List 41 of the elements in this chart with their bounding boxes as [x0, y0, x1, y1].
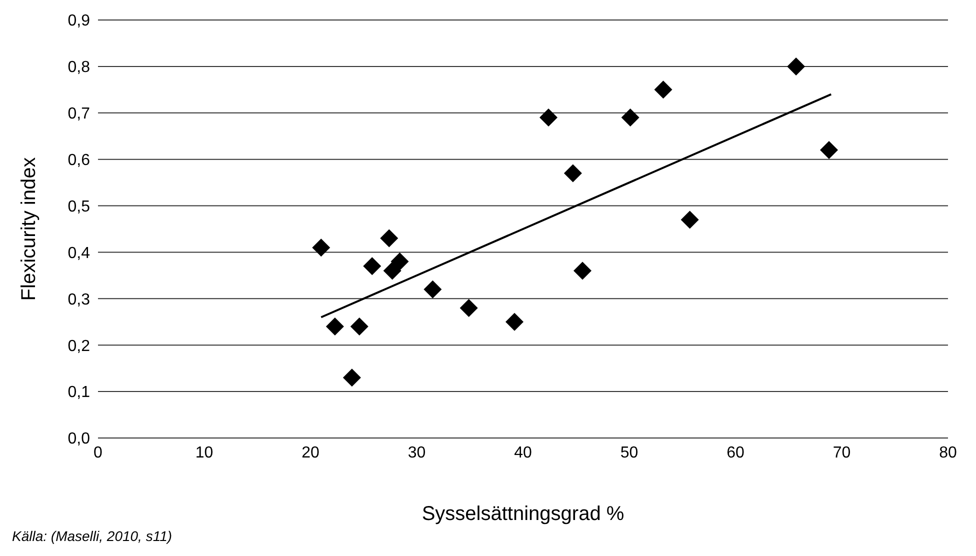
y-tick-label: 0,0 [68, 430, 90, 448]
y-tick-label: 0,6 [68, 152, 90, 170]
point [506, 312, 524, 331]
x-tick-label: 60 [726, 444, 744, 462]
y-tick-label: 0,5 [68, 198, 90, 216]
x-tick-label: 80 [939, 444, 957, 462]
point [564, 164, 582, 182]
point [390, 252, 409, 271]
y-tick-label: 0,7 [68, 106, 90, 123]
y-tick-label: 0,3 [68, 291, 90, 308]
point [540, 108, 558, 127]
text: Källa: (Maselli, 2010, s11) [12, 528, 172, 544]
point [363, 257, 382, 276]
y-tick-label: 0,9 [68, 12, 90, 30]
point [680, 210, 699, 229]
point [654, 80, 672, 99]
point [342, 368, 361, 387]
x-tick-label: 70 [832, 444, 851, 462]
x-tick-label: 50 [620, 444, 638, 462]
point [621, 108, 640, 127]
point [383, 262, 402, 280]
point [574, 262, 592, 280]
point [424, 280, 442, 298]
point [460, 298, 478, 317]
x-tick-label: 0 [94, 444, 103, 462]
point [787, 57, 806, 76]
point [820, 141, 838, 160]
x-tick-label: 40 [514, 444, 532, 462]
y-tick-label: 0,8 [68, 59, 90, 76]
point [326, 318, 344, 336]
y-axis-title: Flexicurity index [18, 157, 40, 301]
point [312, 238, 330, 257]
y-tick-label: 0,4 [68, 244, 90, 262]
x-tick-label: 10 [195, 444, 214, 462]
x-tick-label: 30 [408, 444, 426, 462]
x-axis-title: Sysselsättningsgrad % [422, 503, 624, 525]
point [380, 229, 398, 248]
x-tick-label: 20 [302, 444, 320, 462]
y-tick-label: 0,2 [68, 338, 90, 355]
point [350, 318, 368, 336]
y-tick-label: 0,1 [68, 384, 90, 402]
